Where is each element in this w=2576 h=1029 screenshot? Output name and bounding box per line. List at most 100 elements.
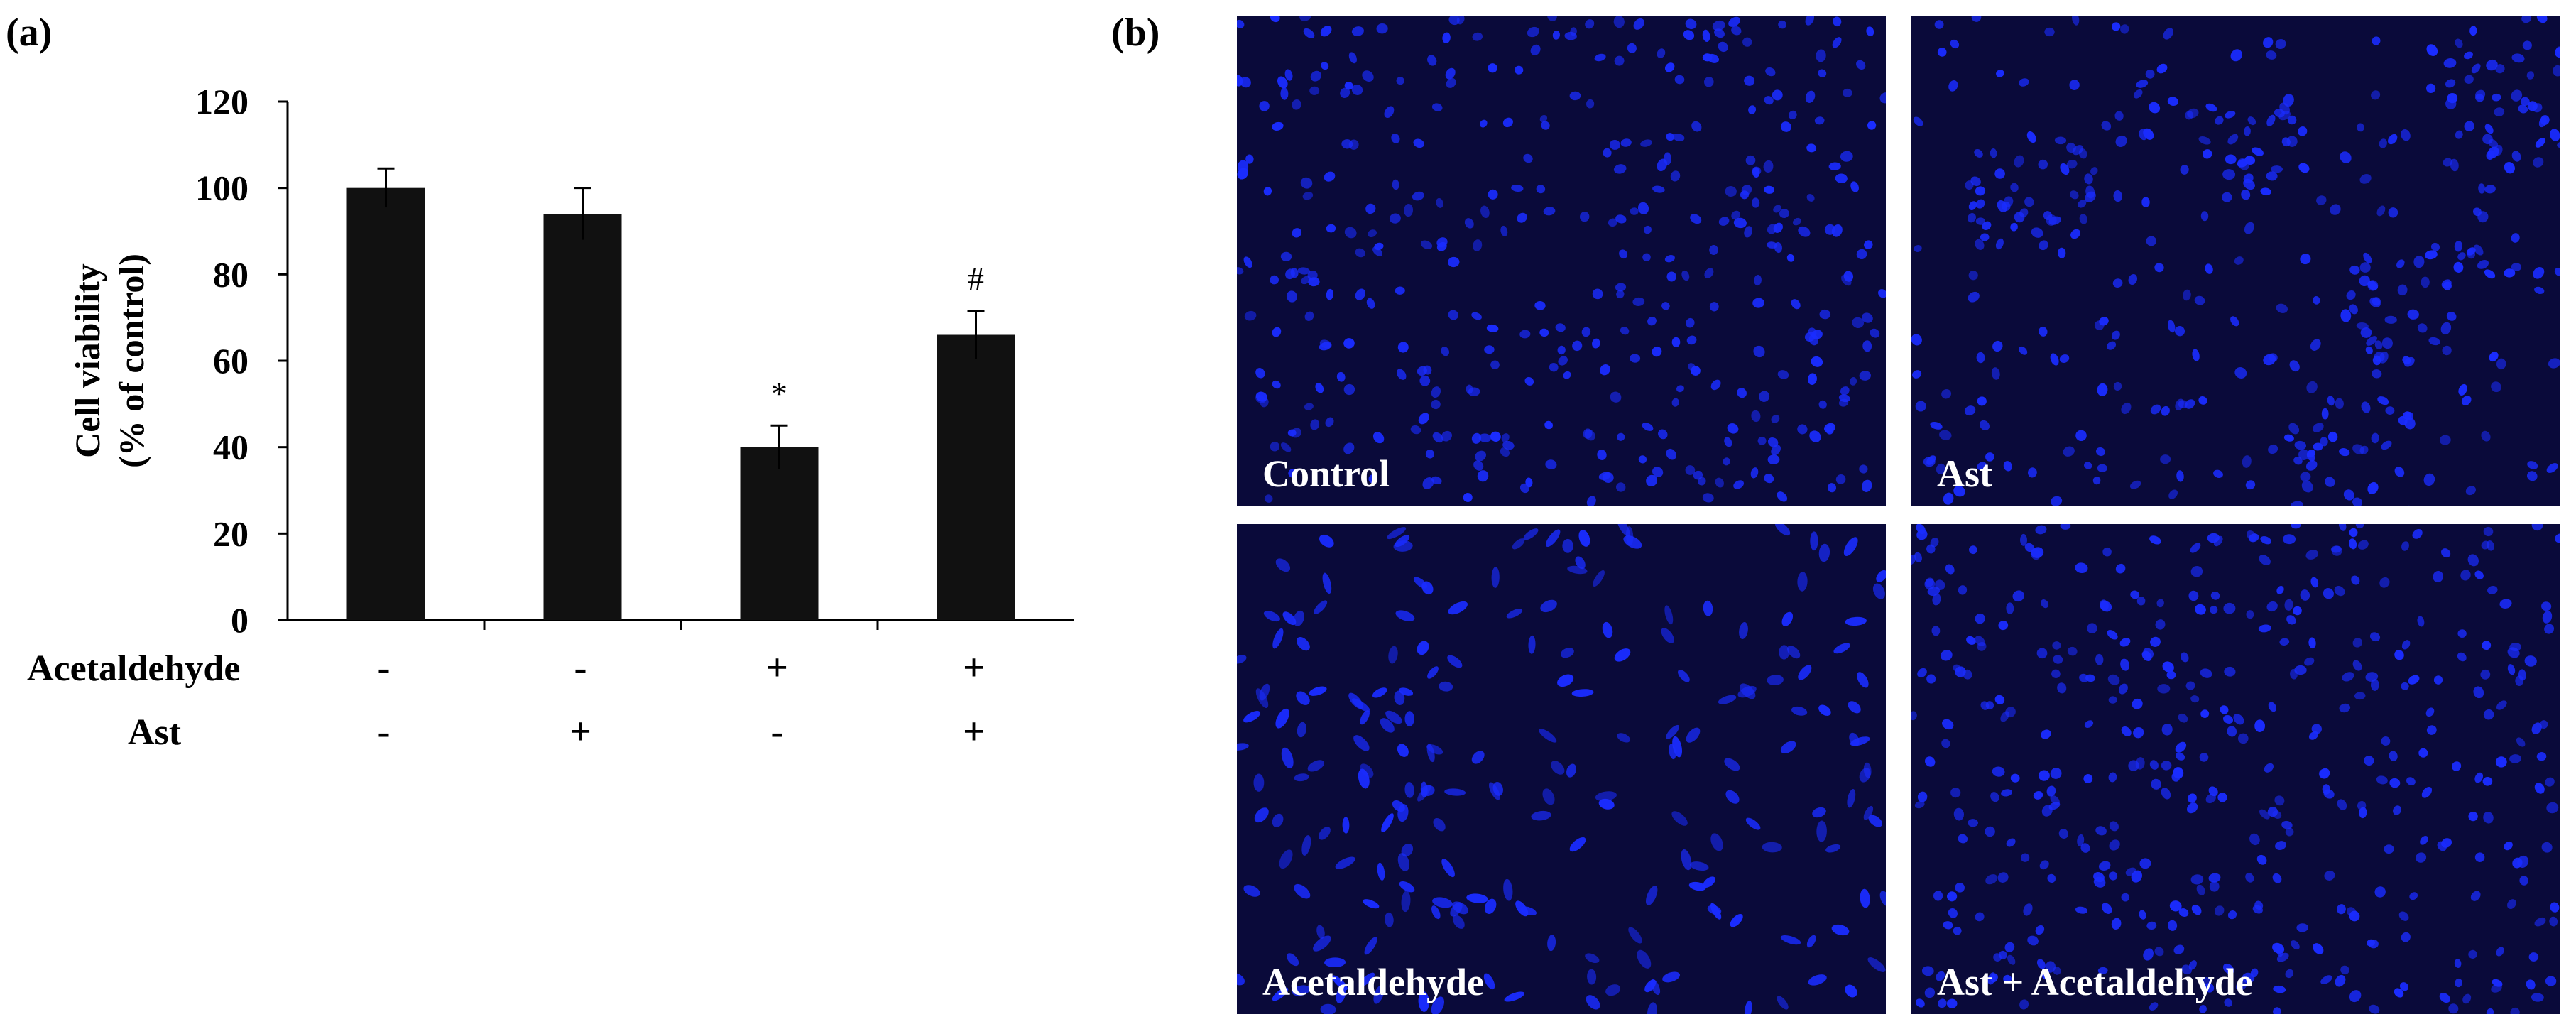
nucleus [1709, 302, 1719, 312]
nucleus [2465, 486, 2476, 496]
nucleus [1707, 53, 1720, 63]
nucleus [1686, 317, 1695, 328]
y-tick-label: 100 [195, 168, 249, 208]
nucleus [2406, 777, 2416, 785]
nucleus [2469, 26, 2477, 36]
nucleus [1368, 229, 1377, 237]
nucleus [2155, 619, 2166, 630]
nucleus [1809, 430, 1821, 442]
nucleus [1664, 605, 1674, 625]
nucleus [1312, 935, 1331, 952]
nucleus [2174, 326, 2185, 337]
nucleus [1264, 494, 1273, 503]
nucleus [1336, 985, 1346, 1003]
nucleus [1737, 685, 1757, 698]
nucleus [2168, 920, 2178, 931]
nucleus [2457, 252, 2466, 261]
nucleus [2167, 320, 2176, 333]
nucleus [1427, 666, 1439, 679]
nucleus [2094, 320, 2105, 330]
nucleus [2196, 884, 2205, 895]
nucleus [1914, 800, 1925, 809]
nucleus [2484, 185, 2496, 194]
nucleus [1878, 289, 1886, 298]
nucleus [2371, 432, 2379, 444]
nucleus [2169, 900, 2182, 912]
nucleus [1913, 116, 1923, 126]
nucleus [2039, 326, 2048, 337]
nucleus [1404, 782, 1414, 798]
nucleus [2372, 355, 2381, 366]
nucleus [2340, 309, 2352, 322]
nucleus [2279, 638, 2290, 646]
nucleus [2511, 233, 2520, 243]
nucleus [1712, 20, 1725, 31]
nucleus [2108, 772, 2117, 783]
nucleus [2072, 16, 2080, 26]
nucleus [2259, 809, 2270, 820]
nucleus [2160, 454, 2171, 464]
nucleus [2482, 776, 2493, 786]
nucleus [2298, 163, 2310, 173]
nucleus [1733, 480, 1745, 489]
nucleus [2039, 860, 2049, 870]
nucleus [2349, 990, 2362, 1003]
nucleus [1353, 735, 1370, 751]
nucleus [1238, 160, 1249, 173]
nucleus [1864, 240, 1873, 249]
nucleus [2113, 190, 2122, 202]
nucleus [1468, 387, 1480, 396]
nucleus [1647, 317, 1657, 326]
nucleus [1917, 791, 1928, 802]
nucleus [2401, 129, 2411, 141]
nucleus [1748, 105, 1757, 114]
nucleus [1739, 622, 1748, 639]
nucleus [1419, 375, 1431, 386]
nucleus [1442, 32, 1451, 43]
nucleus [2080, 843, 2090, 853]
nucleus [2361, 401, 2371, 413]
nucleus [1950, 39, 1960, 49]
nucleus [2546, 463, 2558, 473]
nucleus [2051, 496, 2063, 506]
nucleus [1867, 957, 1886, 972]
nucleus [1472, 32, 1483, 41]
nucleus [2535, 138, 2545, 148]
nucleus [2149, 102, 2161, 114]
nucleus [2269, 353, 2278, 362]
nucleus [1912, 370, 1922, 379]
nucleus [1935, 579, 1945, 590]
nucleus [2445, 98, 2457, 109]
nucleus [2113, 381, 2122, 391]
nucleus [2204, 983, 2215, 993]
nucleus [2549, 916, 2558, 927]
nucleus [1551, 761, 1565, 775]
nucleus [1848, 701, 1861, 714]
nucleus [1237, 19, 1245, 28]
nucleus [1286, 953, 1299, 967]
nucleus [2139, 910, 2146, 920]
nucleus [1259, 101, 1270, 111]
nucleus [1420, 240, 1433, 249]
nucleus [1488, 782, 1500, 800]
nucleus [1471, 751, 1485, 764]
nucleus [1742, 37, 1752, 47]
nucleus [1730, 913, 1743, 927]
nucleus [1994, 168, 2005, 179]
nucleus [1343, 383, 1355, 396]
nucleus [2363, 252, 2372, 263]
y-axis-label: Cell viability [67, 263, 107, 458]
nucleus [2190, 565, 2203, 577]
nucleus [1771, 445, 1781, 456]
nucleus [1911, 711, 1917, 721]
nucleus [1948, 80, 1958, 92]
nucleus [1441, 430, 1452, 442]
nucleus [2369, 1004, 2380, 1014]
significance-marker: * [771, 375, 787, 411]
nucleus [1444, 788, 1466, 796]
nucleus [2252, 147, 2264, 156]
nucleus [1752, 166, 1762, 175]
nucleus [2210, 606, 2218, 614]
nucleus [2491, 381, 2501, 393]
nucleus [2340, 151, 2352, 163]
